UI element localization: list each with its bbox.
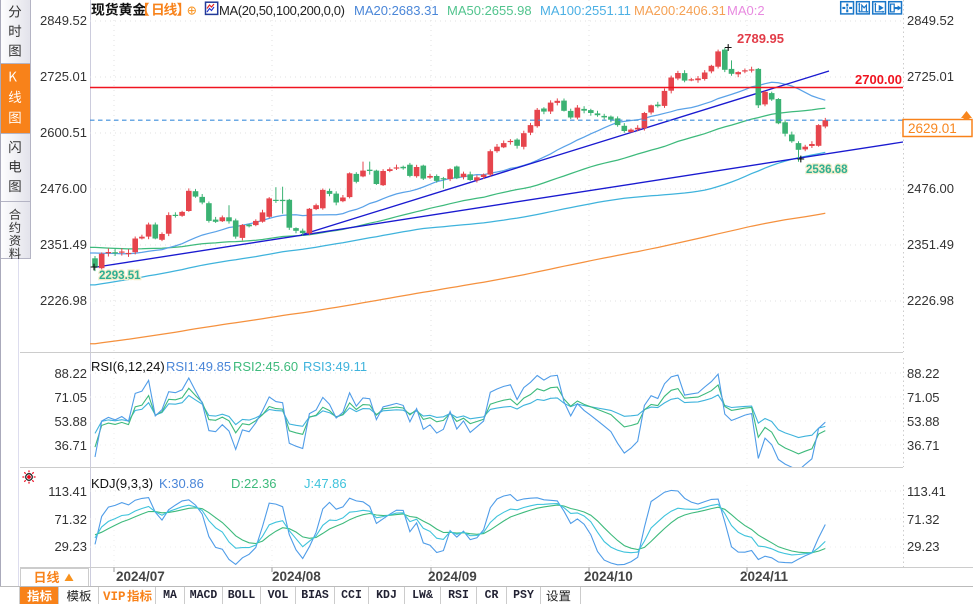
svg-text:VIP: VIP	[103, 590, 126, 604]
svg-text:2293.51: 2293.51	[99, 270, 141, 282]
svg-text:2700.00: 2700.00	[855, 72, 902, 87]
svg-text:2629.01: 2629.01	[908, 121, 957, 136]
svg-text:2536.68: 2536.68	[806, 164, 848, 176]
svg-text:2789.95: 2789.95	[737, 31, 784, 46]
